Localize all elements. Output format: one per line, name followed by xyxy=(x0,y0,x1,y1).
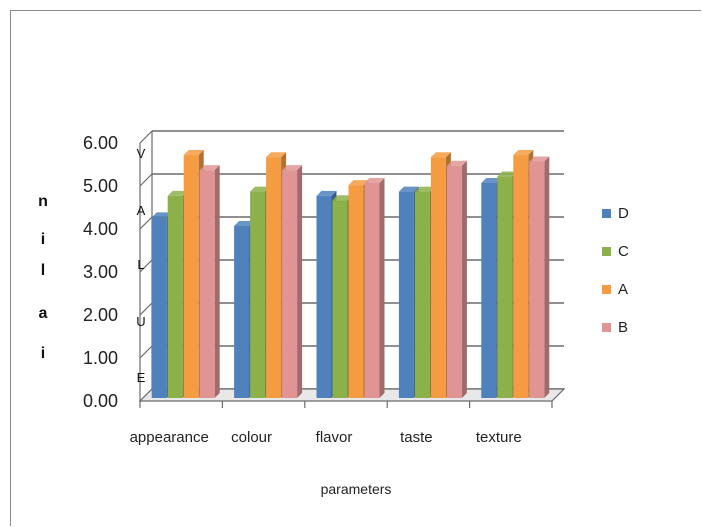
legend-swatch xyxy=(602,323,611,332)
bar xyxy=(282,165,303,398)
y-tick-label: 3.00 xyxy=(83,262,118,282)
bar xyxy=(364,178,385,398)
bar-front xyxy=(282,170,298,398)
bar-front xyxy=(430,157,446,398)
bar-front xyxy=(446,165,462,398)
category-label: taste xyxy=(400,429,433,446)
bar-front xyxy=(481,183,497,398)
bar-top xyxy=(234,221,255,226)
bar-top xyxy=(446,160,467,166)
legend-swatch xyxy=(602,285,611,294)
bar-top xyxy=(199,165,220,171)
bar-front xyxy=(348,185,364,398)
bar-front xyxy=(316,195,332,398)
legend-label: D xyxy=(618,205,629,222)
legend-swatch xyxy=(602,209,611,218)
bar-top xyxy=(316,190,337,196)
y-tick-labels: 0.00 1.00 2.00 3.00 4.00 5.00 6.00 xyxy=(83,133,118,411)
bar xyxy=(199,165,220,398)
category-label: colour xyxy=(231,429,272,446)
bar-front xyxy=(266,157,282,398)
gridline-side xyxy=(139,216,153,230)
category-label: appearance xyxy=(130,429,209,446)
bar-top xyxy=(282,165,303,171)
bar-front xyxy=(364,183,380,398)
y-label-letter: a xyxy=(39,305,48,322)
legend-label: B xyxy=(618,319,628,336)
bar-top xyxy=(398,186,419,192)
bar-side xyxy=(461,160,467,398)
legend-item: A xyxy=(602,281,628,298)
bar-front xyxy=(513,155,529,398)
y-tick-label: 2.00 xyxy=(83,305,118,325)
bar-front xyxy=(398,191,414,398)
y-tick-label: 5.00 xyxy=(83,176,118,196)
bar-side xyxy=(214,165,220,398)
bar-top xyxy=(364,178,385,183)
category-label: flavor xyxy=(316,429,353,446)
y-label-letter: i xyxy=(41,345,45,362)
bar-front xyxy=(332,200,348,398)
gridline-side xyxy=(139,259,153,273)
category-labels: appearance colour flavor taste texture xyxy=(130,429,522,446)
bar-front xyxy=(199,170,215,398)
y-label-word-letter: L xyxy=(137,257,144,272)
y-label-letter: n xyxy=(38,193,48,210)
bar-front xyxy=(183,155,199,398)
bar xyxy=(529,156,550,398)
y-label-word-letter: V xyxy=(137,146,146,161)
bar-front xyxy=(151,217,167,398)
x-axis-label: parameters xyxy=(321,481,392,497)
bar-front xyxy=(234,226,250,398)
bar-top xyxy=(497,171,518,177)
legend-item: D xyxy=(602,205,629,222)
legend-label: A xyxy=(618,281,628,298)
bar-top xyxy=(481,178,502,183)
bar-top xyxy=(250,186,271,192)
bar-front xyxy=(167,195,183,398)
y-tick-label: 0.00 xyxy=(83,391,118,411)
bar-front xyxy=(529,161,545,398)
bar-top xyxy=(183,150,204,156)
bar-top xyxy=(332,195,353,201)
bar-top xyxy=(151,212,172,218)
bar-top xyxy=(348,180,369,186)
gridline-side xyxy=(139,302,153,316)
bar-front xyxy=(497,176,513,398)
legend-label: C xyxy=(618,243,629,260)
bar-top xyxy=(167,190,188,196)
y-tick-label: 1.00 xyxy=(83,348,118,368)
bar-side xyxy=(544,156,550,398)
bar-side xyxy=(379,178,385,398)
gridline-side xyxy=(139,130,153,144)
y-label-word-letter: A xyxy=(137,203,146,218)
chart-frame xyxy=(10,10,701,526)
bars xyxy=(151,150,550,398)
bar-top xyxy=(529,156,550,162)
bar xyxy=(446,160,467,398)
bar-side xyxy=(297,165,303,398)
gridline-side xyxy=(139,345,153,359)
legend-swatch xyxy=(602,247,611,256)
y-tick-label: 6.00 xyxy=(83,133,118,153)
legend: D C A B xyxy=(602,205,629,336)
gridline-side xyxy=(139,173,153,187)
bar-top xyxy=(266,152,287,158)
bar-front xyxy=(250,191,266,398)
bar-top xyxy=(414,186,435,192)
y-tick-label: 4.00 xyxy=(83,219,118,239)
y-label-word-letter: U xyxy=(136,314,145,329)
y-label-word-letter: E xyxy=(137,370,146,385)
legend-item: C xyxy=(602,243,629,260)
bar-front xyxy=(414,191,430,398)
legend-item: B xyxy=(602,319,628,336)
bar-top xyxy=(430,152,451,158)
y-label-letter: l xyxy=(41,262,45,279)
category-label: texture xyxy=(476,429,522,446)
bar-top xyxy=(513,150,534,156)
y-label-letter: i xyxy=(41,231,45,248)
